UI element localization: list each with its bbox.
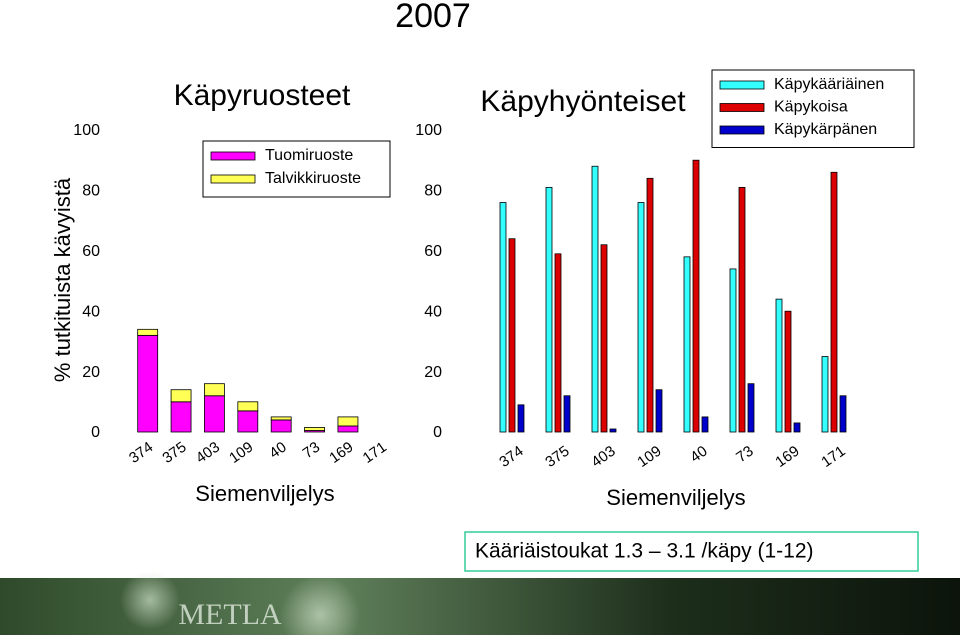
bar (237, 401, 259, 412)
bar (646, 177, 654, 433)
x-tick-label: 403 (193, 439, 223, 467)
x-tick-label: 374 (496, 443, 526, 471)
bar (517, 404, 525, 433)
chart-title: Käpyruosteet (174, 79, 351, 112)
bar (600, 244, 608, 433)
slide-title: 2007 (395, 0, 471, 35)
bar (137, 328, 159, 336)
bar (499, 202, 507, 433)
x-tick-label: 375 (159, 439, 189, 467)
chart-title: Käpyhyönteiset (480, 85, 686, 118)
bar (170, 389, 192, 403)
y-axis-label: % tutkituista kävyistä (50, 177, 75, 382)
bar (738, 186, 746, 433)
bar (204, 383, 225, 397)
bar (683, 256, 691, 433)
legend-label: Tuomiruoste (265, 147, 353, 164)
bar (793, 422, 801, 433)
bar (784, 310, 792, 433)
y-tick-label: 40 (424, 303, 442, 320)
legend-label: Käpykärpänen (774, 121, 877, 138)
y-tick-label: 80 (424, 183, 442, 200)
x-tick-label: 169 (772, 443, 802, 471)
x-tick-label: 109 (226, 439, 256, 467)
legend-label: Käpykoisa (774, 99, 848, 116)
bar (545, 186, 553, 433)
bar (508, 238, 516, 433)
bar (563, 395, 571, 433)
legend-swatch (210, 174, 256, 184)
y-tick-label: 20 (82, 364, 100, 381)
bar (270, 419, 292, 433)
x-tick-label: 73 (733, 443, 756, 466)
y-tick-label: 0 (91, 424, 100, 441)
x-tick-label: 403 (588, 443, 618, 471)
bar (821, 356, 829, 433)
legend-label: Talvikkiruoste (265, 170, 361, 187)
x-axis-label: Siemenviljelys (195, 481, 334, 506)
footer-glow (280, 575, 360, 635)
x-tick-label: 171 (360, 439, 390, 467)
y-tick-label: 100 (73, 122, 100, 139)
footer-glow (120, 570, 180, 630)
bar (830, 171, 838, 433)
bar (170, 401, 192, 433)
y-tick-label: 20 (424, 364, 442, 381)
y-tick-label: 60 (82, 243, 100, 260)
bar (337, 425, 359, 433)
annotation-box (464, 531, 919, 572)
y-tick-label: 80 (82, 183, 100, 200)
legend-swatch (210, 151, 256, 161)
x-tick-label: 375 (542, 443, 572, 471)
x-axis-label: Siemenviljelys (606, 485, 745, 510)
x-tick-label: 40 (687, 443, 710, 466)
logo: METLA (178, 598, 282, 631)
x-tick-label: 109 (634, 443, 664, 471)
x-tick-label: 171 (818, 443, 848, 471)
bar (655, 389, 663, 433)
legend-box (202, 140, 391, 198)
bar (554, 253, 562, 433)
y-tick-label: 40 (82, 303, 100, 320)
x-tick-label: 40 (266, 439, 289, 462)
x-tick-label: 169 (326, 439, 356, 467)
legend-swatch (719, 80, 765, 90)
bar (237, 410, 259, 433)
bar (637, 202, 645, 433)
bar (591, 165, 599, 433)
bar (701, 416, 709, 433)
y-tick-label: 0 (433, 424, 442, 441)
bar (337, 416, 359, 427)
bar (304, 427, 325, 431)
y-tick-label: 100 (415, 122, 442, 139)
legend-swatch (719, 103, 765, 112)
x-tick-label: 374 (126, 439, 156, 467)
y-tick-label: 60 (424, 243, 442, 260)
bar (270, 416, 292, 421)
bar (729, 268, 737, 433)
bar (692, 159, 700, 433)
bar (204, 395, 225, 433)
legend-label: Käpykääriäinen (774, 76, 884, 93)
bar (609, 428, 617, 433)
x-tick-label: 73 (300, 439, 323, 462)
legend-swatch (719, 125, 765, 135)
bar (137, 334, 159, 433)
bar (839, 395, 847, 433)
bar (747, 383, 755, 433)
annotation: Kääriäistoukat 1.3 – 3.1 /käpy (1-12) (475, 540, 814, 563)
bar (775, 298, 783, 433)
